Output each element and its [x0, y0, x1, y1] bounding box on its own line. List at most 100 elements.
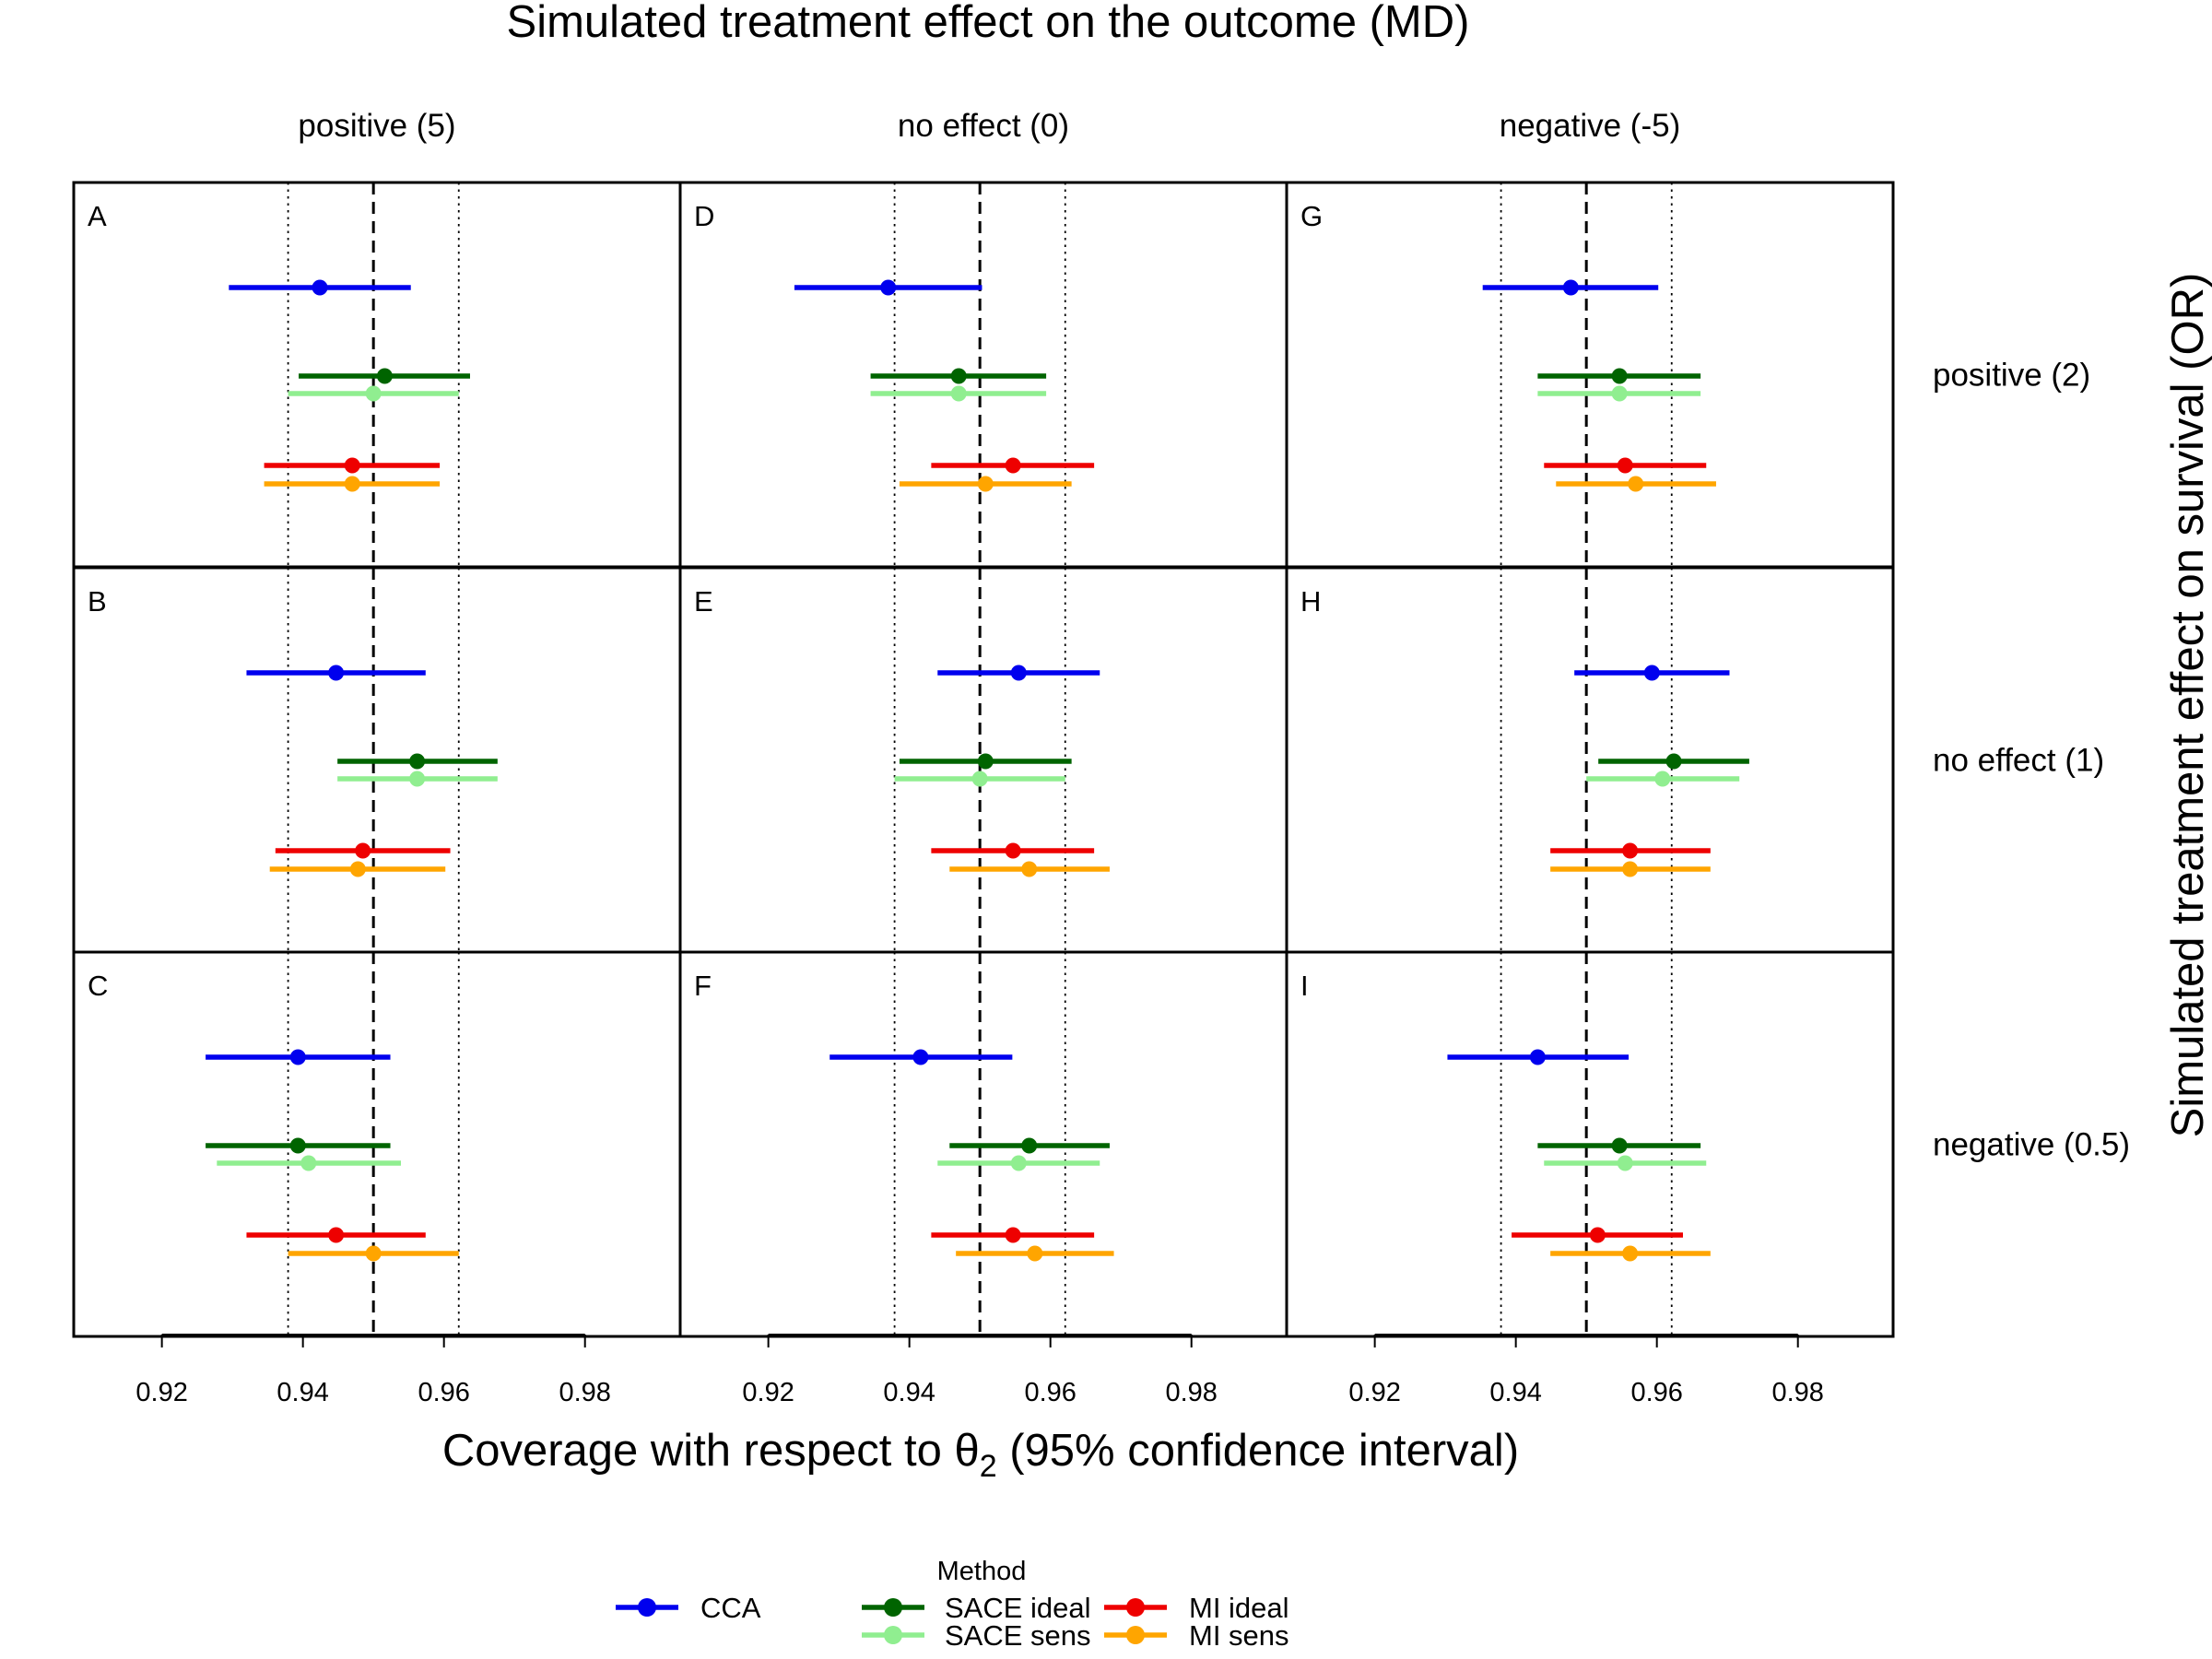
panel-A: A — [88, 182, 470, 567]
panel-G: G — [1300, 182, 1716, 567]
column-header-negative-5: negative (-5) — [1500, 108, 1680, 144]
point-estimate-cca — [1010, 665, 1027, 681]
point-estimate-sace-ideal — [289, 1137, 306, 1154]
estimate-mi-sens — [288, 1245, 459, 1262]
estimate-mi-sens — [956, 1245, 1114, 1262]
x-axis-label-subscript: 2 — [980, 1449, 997, 1484]
estimate-mi-ideal — [931, 457, 1095, 474]
panel-H: H — [1300, 568, 1749, 952]
x-axes: 0.92 0.94 0.96 0.98 0.92 0.94 0.96 0.98 0.92 0.94… — [135, 1334, 1824, 1407]
panel-label-A: A — [88, 200, 107, 232]
estimate-mi-sens — [264, 476, 441, 492]
point-estimate-cca — [880, 279, 897, 296]
x-axis-label-tail: (95% confidence interval) — [997, 1426, 1520, 1476]
estimate-cca — [229, 279, 411, 296]
point-estimate-mi-sens — [344, 476, 360, 492]
chart-title: Simulated treatment effect on the outcom… — [507, 0, 1470, 47]
point-estimate-mi-sens — [1021, 861, 1038, 877]
estimate-cca — [206, 1049, 391, 1065]
point-estimate-mi-sens — [1622, 1245, 1639, 1262]
legend-item-sace-ideal: SACE ideal — [862, 1592, 1091, 1624]
x-axis-label: Coverage with respect to θ2 (95% confide… — [442, 1426, 1519, 1484]
legend-label: MI ideal — [1189, 1592, 1289, 1624]
estimate-cca — [794, 279, 982, 296]
estimate-cca — [1574, 665, 1730, 681]
point-estimate-sace-ideal — [1611, 1137, 1628, 1154]
x-axis-label-main: Coverage with respect to θ — [442, 1426, 980, 1476]
x-axis-negative-5: 0.92 0.94 0.96 0.98 — [1348, 1334, 1824, 1407]
estimate-sace-sens — [1537, 385, 1701, 402]
estimate-sace-ideal — [870, 368, 1047, 384]
panel-frame-I — [1285, 950, 1895, 1338]
column-header-no-effect-0: no effect (0) — [898, 108, 1069, 144]
estimate-mi-ideal — [931, 1227, 1095, 1243]
x-tick-label: 0.98 — [1771, 1378, 1823, 1407]
legend-label: SACE sens — [945, 1619, 1091, 1652]
estimate-cca — [937, 665, 1100, 681]
legend-title: Method — [937, 1557, 1027, 1586]
estimate-mi-sens — [949, 861, 1110, 877]
x-tick-label: 0.96 — [1630, 1378, 1682, 1407]
point-estimate-sace-ideal — [977, 753, 994, 770]
legend-label: SACE ideal — [945, 1592, 1091, 1624]
x-tick-label: 0.92 — [135, 1378, 187, 1407]
estimate-mi-ideal — [264, 457, 441, 474]
point-estimate-mi-ideal — [1589, 1227, 1606, 1243]
point-estimate-cca — [289, 1049, 306, 1065]
point-estimate-sace-ideal — [1665, 753, 1682, 770]
row-header-negative-0-5: negative (0.5) — [1933, 1127, 2130, 1163]
point-estimate-cca — [1562, 279, 1579, 296]
panel-label-E: E — [694, 585, 713, 618]
point-estimate-mi-ideal — [355, 842, 371, 859]
estimate-sace-sens — [894, 771, 1065, 787]
estimate-sace-sens — [870, 385, 1047, 402]
panel-label-I: I — [1300, 970, 1309, 1002]
x-tick-label: 0.96 — [418, 1378, 469, 1407]
point-estimate-mi-sens — [1622, 861, 1639, 877]
point-estimate-sace-ideal — [1021, 1137, 1038, 1154]
point-estimate-cca — [1643, 665, 1660, 681]
legend-item-sace-sens: SACE sens — [862, 1619, 1091, 1652]
estimate-sace-ideal — [1537, 1137, 1701, 1154]
panel-label-G: G — [1300, 200, 1323, 232]
legend-swatch-dot — [1126, 1598, 1145, 1617]
legend-item-mi-sens: MI sens — [1104, 1619, 1289, 1652]
estimate-sace-ideal — [899, 753, 1072, 770]
panel-label-F: F — [694, 970, 712, 1002]
point-estimate-mi-ideal — [1005, 842, 1021, 859]
estimate-sace-sens — [937, 1155, 1100, 1171]
panels: A D G B E H C F I — [88, 182, 1749, 1336]
point-estimate-cca — [312, 279, 328, 296]
row-header-positive-2: positive (2) — [1933, 358, 2090, 394]
row-header-no-effect-1: no effect (1) — [1933, 743, 2104, 779]
estimate-sace-ideal — [206, 1137, 391, 1154]
estimate-mi-sens — [269, 861, 446, 877]
estimate-mi-ideal — [275, 842, 451, 859]
point-estimate-sace-sens — [971, 771, 988, 787]
point-estimate-sace-ideal — [376, 368, 393, 384]
point-estimate-sace-sens — [1617, 1155, 1633, 1171]
estimate-mi-ideal — [1550, 842, 1711, 859]
estimate-sace-sens — [1586, 771, 1740, 787]
point-estimate-sace-sens — [1010, 1155, 1027, 1171]
point-estimate-cca — [1529, 1049, 1546, 1065]
column-headers: positive (5) no effect (0) negative (-5) — [298, 108, 1680, 144]
point-estimate-sace-sens — [1611, 385, 1628, 402]
point-estimate-sace-sens — [1654, 771, 1671, 787]
column-header-positive-5: positive (5) — [298, 108, 455, 144]
panel-B: B — [88, 568, 498, 952]
point-estimate-mi-sens — [1027, 1245, 1043, 1262]
point-estimate-mi-ideal — [1005, 457, 1021, 474]
estimate-mi-sens — [1550, 861, 1711, 877]
estimate-sace-ideal — [1598, 753, 1749, 770]
panel-I: I — [1300, 952, 1711, 1336]
legend-item-cca: CCA — [616, 1592, 761, 1624]
legend-swatch-dot — [1126, 1626, 1145, 1644]
x-tick-label: 0.98 — [559, 1378, 610, 1407]
point-estimate-sace-ideal — [950, 368, 967, 384]
point-estimate-mi-ideal — [1622, 842, 1639, 859]
estimate-sace-ideal — [949, 1137, 1110, 1154]
estimate-cca — [830, 1049, 1013, 1065]
